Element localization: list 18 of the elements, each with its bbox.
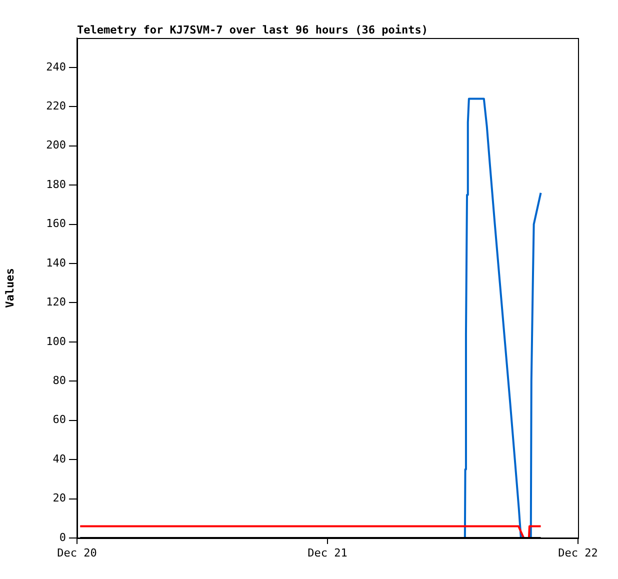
chart-title: Telemetry for KJ7SVM-7 over last 96 hours (36 points): [77, 23, 428, 36]
y-tick-label: 20: [52, 492, 66, 505]
y-tick-label: 80: [52, 374, 66, 387]
x-tick-label: Dec 22: [558, 546, 598, 560]
y-tick-label: 160: [46, 217, 66, 230]
y-tick-label: 40: [52, 452, 66, 466]
y-tick-label: 180: [46, 178, 66, 191]
y-tick-label: 120: [46, 296, 66, 309]
y-tick-label: 140: [46, 256, 66, 270]
y-tick-label: 200: [46, 138, 66, 152]
x-tick-label: Dec 20: [57, 546, 97, 560]
y-axis-title: Values: [3, 268, 16, 308]
x-tick-label: Dec 21: [308, 546, 348, 560]
y-tick-label: 60: [52, 413, 66, 426]
y-tick-label: 0: [59, 530, 66, 544]
y-tick-label: 220: [46, 99, 66, 112]
y-tick-label: 240: [46, 60, 66, 74]
y-tick-label: 100: [46, 334, 66, 348]
